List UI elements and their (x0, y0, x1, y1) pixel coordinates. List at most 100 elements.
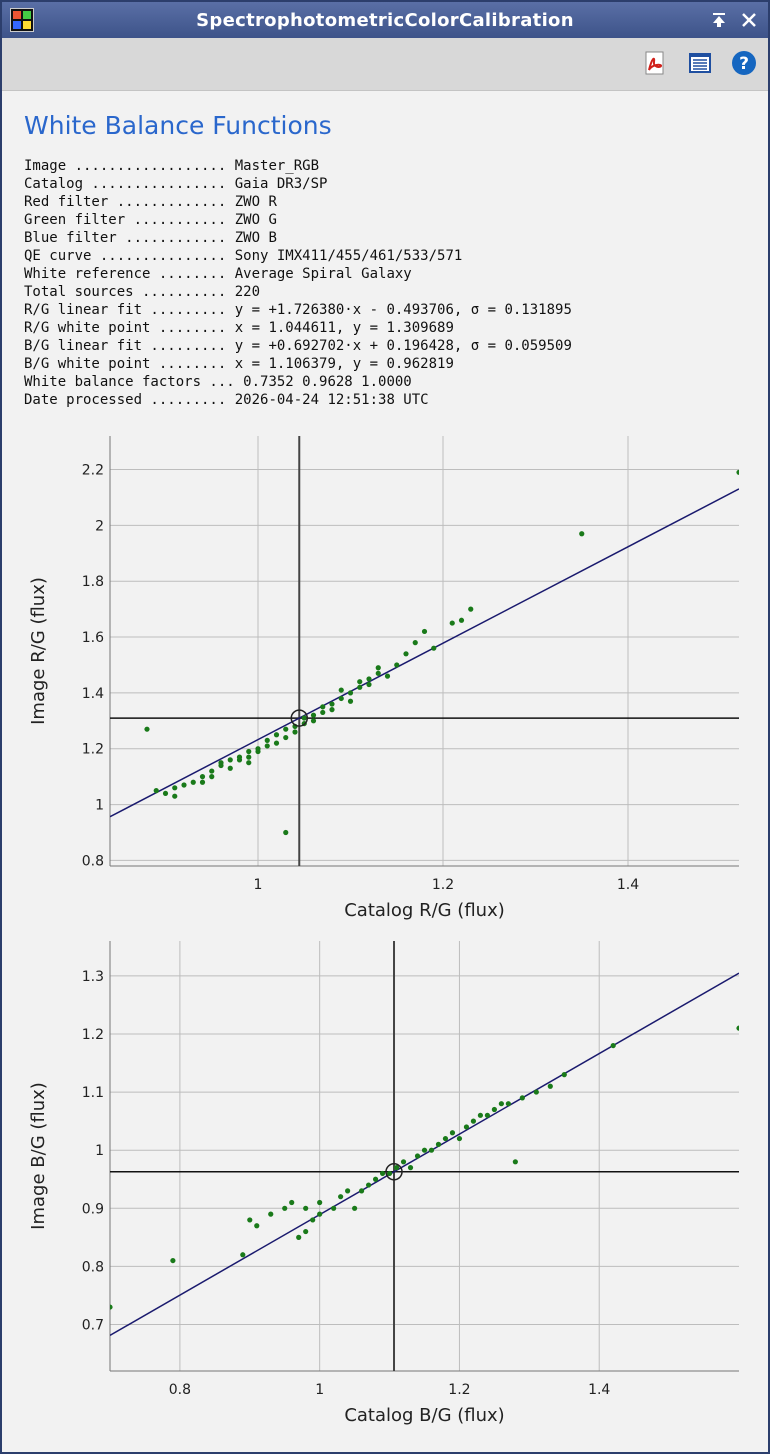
data-point (394, 662, 400, 668)
data-point (227, 757, 233, 763)
data-point (170, 1257, 176, 1264)
bg-chart: 0.7 0.8 0.9 1 1.1 1.2 1.3 0.8 1 1.2 1.4 Catalog B/G… (2, 933, 768, 1433)
data-point (110, 1304, 113, 1310)
data-point (254, 1223, 260, 1229)
x-tick-label: 1.4 (617, 877, 639, 893)
data-point (320, 709, 326, 716)
y-tick-label: 2.2 (82, 463, 104, 479)
data-point (246, 748, 252, 755)
fit-line (110, 972, 739, 1337)
data-point (384, 673, 391, 679)
data-point (289, 1199, 295, 1206)
data-point (579, 531, 585, 537)
title-bar[interactable]: SpectrophotometricColorCalibration (2, 2, 768, 38)
fit-line (110, 488, 739, 818)
data-point (240, 1252, 246, 1258)
data-point (264, 743, 270, 749)
data-point (498, 1101, 504, 1107)
data-point (375, 670, 381, 676)
data-point (199, 774, 206, 780)
pdf-icon[interactable] (642, 50, 668, 76)
report-label: White reference ........ (24, 266, 227, 282)
data-point (449, 1130, 456, 1136)
data-point (736, 1025, 739, 1031)
data-point (317, 1211, 323, 1217)
report-value: ZWO B (234, 230, 277, 246)
data-point (359, 1188, 365, 1194)
data-point (610, 1042, 616, 1049)
data-point (491, 1106, 497, 1113)
report-value: x = 1.044611, y = 1.309689 (234, 320, 454, 336)
data-point (317, 1199, 323, 1206)
close-icon[interactable] (738, 10, 760, 30)
data-point (365, 1182, 372, 1188)
x-tick-label: 1 (315, 1382, 324, 1398)
report-row: White reference ........ Average Spiral … (24, 265, 572, 283)
bg-chart-svg: 0.7 0.8 0.9 1 1.1 1.2 1.3 0.8 1 1.2 1.4 Catalog B/G… (28, 941, 739, 1426)
rg-chart-svg: 0.8 1 1.2 1.4 1.6 1.8 2 2.2 1 1.2 1.4 Catalog R/G (… (28, 436, 739, 921)
data-point (301, 715, 307, 721)
y-tick-label: 0.9 (82, 1201, 104, 1217)
report-icon[interactable] (687, 50, 713, 76)
rg-chart: 0.8 1 1.2 1.4 1.6 1.8 2 2.2 1 1.2 1.4 Catalog R/G (… (2, 428, 768, 928)
report-row: QE curve ............... Sony IMX411/455… (24, 247, 572, 265)
report-label: R/G linear fit ......... (24, 302, 227, 318)
data-point (533, 1089, 539, 1095)
data-point (283, 829, 289, 836)
data-point (264, 737, 270, 743)
y-axis-label: Image B/G (flux) (28, 1082, 49, 1230)
data-point (428, 1147, 435, 1153)
report-row: Blue filter ............ ZWO B (24, 229, 572, 247)
data-point (403, 651, 409, 657)
data-point (273, 740, 280, 746)
x-tick-label: 1.2 (448, 1382, 470, 1398)
data-point (412, 640, 418, 646)
help-icon[interactable]: ? (731, 50, 757, 76)
report-value: ZWO R (234, 194, 277, 210)
data-point (303, 1205, 309, 1211)
data-point (366, 681, 372, 688)
y-tick-label: 1.1 (82, 1085, 104, 1101)
data-point (456, 1135, 463, 1142)
data-point (172, 793, 178, 799)
report-value: 2026-04-24 12:51:38 UTC (234, 392, 429, 408)
data-point (310, 712, 317, 718)
report-value: Gaia DR3/SP (234, 176, 328, 192)
report-row: Total sources .......... 220 (24, 283, 572, 301)
data-point (386, 1170, 393, 1177)
report-label: Green filter ........... (24, 212, 227, 228)
data-point (347, 698, 354, 704)
data-point (255, 746, 261, 752)
data-point (561, 1072, 567, 1078)
report-value: Sony IMX411/455/461/533/571 (234, 248, 463, 264)
report-row: Date processed ......... 2026-04-24 12:5… (24, 391, 572, 409)
report-row: White balance factors ... 0.7352 0.9628 … (24, 373, 572, 391)
data-point (458, 617, 465, 623)
report-label: R/G white point ........ (24, 320, 227, 336)
data-point (296, 1234, 302, 1240)
data-point (519, 1095, 525, 1101)
report-label: Red filter ............. (24, 194, 227, 210)
data-point (246, 760, 252, 766)
report-row: B/G linear fit ......... y = +0.692702·x… (24, 337, 572, 355)
data-point (144, 726, 150, 732)
y-tick-label: 1.3 (82, 969, 104, 985)
x-tick-label: 1.4 (588, 1382, 610, 1398)
report-row: R/G white point ........ x = 1.044611, y… (24, 319, 572, 337)
data-point (400, 1159, 407, 1165)
report-value: 0.7352 0.9628 1.0000 (243, 374, 412, 390)
pin-icon[interactable] (708, 10, 730, 30)
report-row: Catalog ................ Gaia DR3/SP (24, 175, 572, 193)
y-tick-label: 1.2 (82, 742, 104, 758)
report-value: y = +1.726380·x - 0.493706, σ = 0.131895 (234, 302, 572, 318)
data-point (218, 760, 224, 766)
data-point (505, 1101, 511, 1107)
data-point (379, 1170, 386, 1177)
report-label: QE curve ............... (24, 248, 227, 264)
y-tick-label: 1.6 (82, 630, 104, 646)
data-point (357, 679, 363, 685)
data-point (393, 1165, 400, 1171)
data-point (247, 1217, 253, 1223)
y-tick-label: 1.8 (82, 574, 104, 590)
report-value: Master_RGB (234, 158, 320, 174)
